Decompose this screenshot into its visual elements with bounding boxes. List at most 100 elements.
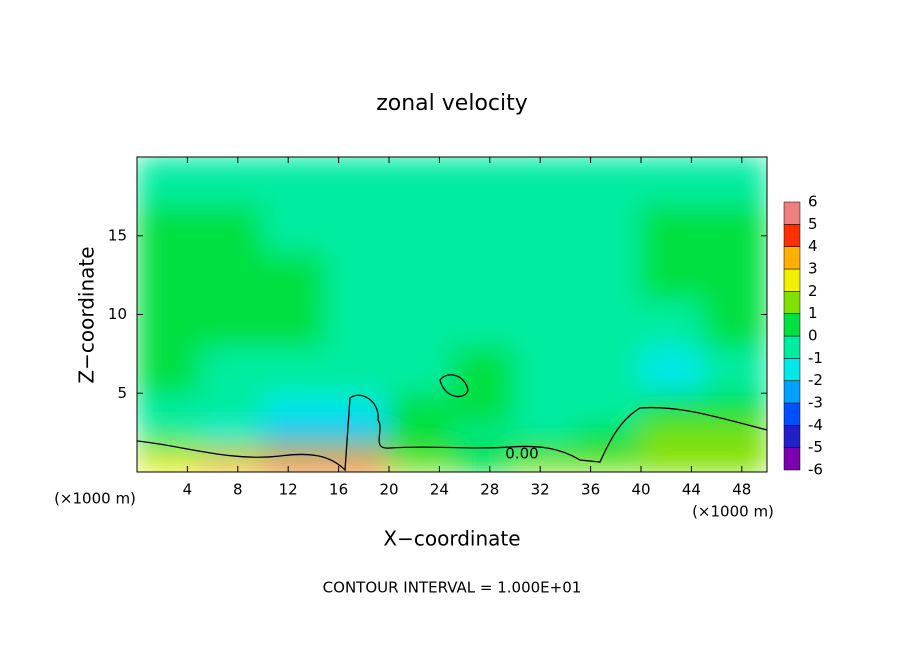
cell — [514, 423, 579, 442]
cell — [137, 455, 201, 472]
cell — [388, 157, 453, 206]
cell — [325, 439, 390, 458]
cell — [325, 157, 390, 206]
x-tick-label: 44 — [682, 481, 701, 499]
cell — [577, 250, 642, 300]
cell — [514, 455, 579, 472]
colorbar-label: 6 — [808, 193, 818, 211]
cell — [640, 157, 705, 206]
colorbar-label: -3 — [808, 394, 823, 412]
colorbar-label: 5 — [808, 215, 818, 233]
colorbar-label: 4 — [808, 237, 818, 255]
cell — [451, 455, 516, 472]
cell — [703, 439, 767, 458]
zero-contour — [137, 394, 767, 472]
colorbar-label: 3 — [808, 260, 818, 278]
cell — [514, 250, 579, 300]
cell — [640, 423, 705, 442]
cell — [199, 345, 264, 395]
cell — [262, 392, 327, 426]
cell — [451, 345, 516, 395]
x-tick-label: 16 — [329, 481, 348, 499]
colorbar-label: -2 — [808, 371, 823, 389]
cell — [325, 203, 390, 253]
colorbar-box — [783, 268, 801, 292]
cell — [514, 297, 579, 347]
colorbar-box — [783, 335, 801, 359]
colorbar-box — [783, 358, 801, 381]
cell — [199, 157, 264, 206]
cell — [577, 455, 642, 472]
cell — [325, 455, 390, 472]
cell — [137, 157, 201, 206]
y-tick-label: 15 — [108, 226, 127, 244]
cell — [199, 439, 264, 458]
x-tick-label: 24 — [430, 481, 449, 499]
y-tick-label: 5 — [117, 384, 127, 402]
colorbar-box — [783, 447, 801, 471]
cell — [262, 439, 327, 458]
cell — [703, 423, 767, 442]
colorbar-label: -4 — [808, 416, 823, 434]
cell — [451, 203, 516, 253]
cell — [577, 203, 642, 253]
cell — [640, 203, 705, 253]
colorbar-label: 1 — [808, 304, 818, 322]
cell — [388, 455, 453, 472]
cell — [199, 250, 264, 300]
x-tick-label: 40 — [631, 481, 650, 499]
cell — [262, 423, 327, 442]
colorbar-box — [783, 402, 801, 426]
y-axis-label: Z−coordinate — [75, 246, 99, 383]
colorbar-box — [783, 291, 801, 314]
cell — [199, 392, 264, 426]
contour-label: 0.00 — [505, 445, 538, 463]
cell — [577, 157, 642, 206]
cell — [137, 392, 201, 426]
x-tick-label: 12 — [279, 481, 298, 499]
cell — [703, 203, 767, 253]
cell — [199, 297, 264, 347]
colorbar-box — [783, 224, 801, 247]
cell — [388, 392, 453, 426]
cell — [262, 345, 327, 395]
cell — [199, 203, 264, 253]
cell — [388, 439, 453, 458]
x-unit: (×1000 m) — [54, 490, 136, 508]
cell — [325, 392, 390, 426]
cell — [388, 203, 453, 253]
cell — [703, 392, 767, 426]
cell — [137, 439, 201, 458]
x-axis-label: X−coordinate — [383, 527, 520, 551]
colorbar-box — [783, 380, 801, 404]
x-tick-label: 8 — [233, 481, 243, 499]
cell — [640, 297, 705, 347]
cell — [640, 345, 705, 395]
cell — [388, 250, 453, 300]
x-tick-label: 36 — [581, 481, 600, 499]
cell — [640, 439, 705, 458]
colorbar-label: 0 — [808, 327, 818, 345]
cell — [577, 345, 642, 395]
x-tick-label: 20 — [379, 481, 398, 499]
colorbar-label: -1 — [808, 349, 823, 367]
colorbar-label: -5 — [808, 438, 823, 456]
cell — [703, 157, 767, 206]
cell — [262, 455, 327, 472]
zero-contour — [439, 374, 469, 398]
cell — [325, 250, 390, 300]
colorbar-box — [783, 201, 801, 225]
cell — [514, 392, 579, 426]
cell — [451, 157, 516, 206]
colorbar-box — [783, 313, 801, 337]
cell — [451, 392, 516, 426]
cell — [577, 392, 642, 426]
x-tick-label: 48 — [732, 481, 751, 499]
cell — [514, 157, 579, 206]
cell — [199, 455, 264, 472]
field — [137, 157, 767, 472]
colorbar-box — [783, 246, 801, 270]
cell — [640, 455, 705, 472]
x-tick-label: 28 — [480, 481, 499, 499]
cell — [325, 423, 390, 442]
